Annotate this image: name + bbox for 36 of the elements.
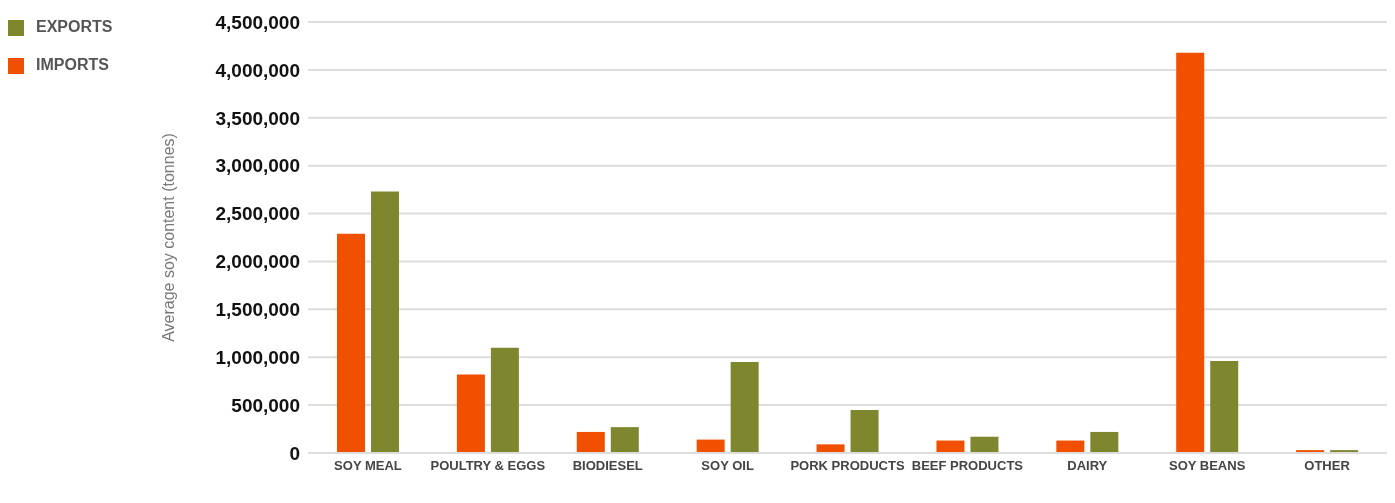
legend-label: EXPORTS [36, 18, 113, 35]
x-tick-label: SOY OIL [701, 458, 754, 474]
y-tick-label: 4,500,000 [215, 11, 300, 33]
bar [1176, 52, 1205, 453]
bar [371, 191, 399, 453]
bar [696, 439, 725, 453]
x-tick-label: OTHER [1304, 458, 1351, 474]
y-tick-label: 3,500,000 [215, 107, 300, 129]
x-tick-label: DAIRY [1067, 458, 1108, 474]
bar [1210, 361, 1239, 453]
x-tick-label: PORK PRODUCTS [790, 458, 905, 474]
y-tick-label: 1,000,000 [215, 346, 300, 368]
bar [816, 444, 845, 453]
x-tick-label: BEEF PRODUCTS [911, 458, 1024, 474]
x-tick-label: SOY BEANS [1168, 458, 1246, 474]
y-tick-label: 2,000,000 [215, 251, 300, 273]
bar [730, 362, 759, 453]
bar [490, 347, 519, 453]
y-tick-label: 3,000,000 [215, 155, 300, 177]
bar [970, 436, 999, 453]
bar [576, 431, 605, 453]
y-tick-label: 4,000,000 [215, 59, 300, 81]
y-tick-label: 0 [289, 442, 300, 464]
bar [610, 427, 639, 453]
y-tick-label: 500,000 [231, 394, 300, 416]
y-axis-title: Average soy content (tonnes) [159, 133, 177, 342]
bar [456, 374, 485, 453]
x-tick-label: POULTRY & EGGS [430, 458, 546, 474]
x-tick-label: SOY MEAL [334, 458, 402, 474]
legend-label: IMPORTS [36, 56, 109, 73]
x-tick-label: BIODIESEL [572, 458, 643, 474]
bar [1090, 431, 1119, 453]
y-tick-label: 2,500,000 [215, 203, 300, 225]
bar [850, 409, 879, 453]
y-tick-label: 1,500,000 [215, 299, 300, 321]
bar [337, 233, 365, 453]
